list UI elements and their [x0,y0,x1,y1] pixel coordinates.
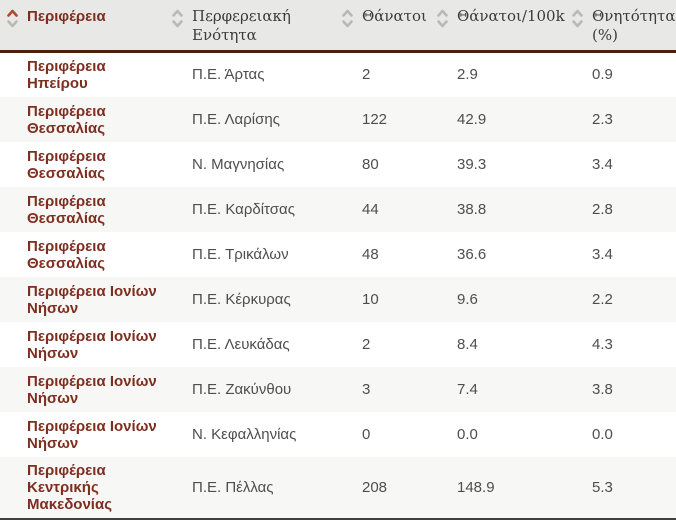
cell-regional-unit: Π.Ε. Ζακύνθου [192,380,292,398]
cell-deaths-per-100k: 8.4 [457,335,478,353]
cell-deaths-per-100k: 36.6 [457,245,487,263]
sort-icon [436,8,449,29]
cell-region: Περιφέρεια Θεσσαλίας [27,237,106,272]
cell-regional-unit: Ν. Κεφαλληνίας [192,425,297,443]
cell-region: Περιφέρεια Θεσσαλίας [27,102,106,137]
table-row: Περιφέρεια Θεσσαλίας Ν. Μαγνησίας 80 39.… [0,142,676,187]
cell-deaths: 10 [362,290,379,308]
cell-deaths: 208 [362,478,388,496]
cell-mortality-pct: 3.4 [592,155,613,173]
cell-mortality-pct: 2.3 [592,110,613,128]
cell-mortality-pct: 3.4 [592,245,613,263]
column-header-label: Περιφέρεια [27,8,106,25]
sort-icon [571,8,584,29]
cell-deaths-per-100k: 148.9 [457,478,495,496]
cell-deaths: 2 [362,66,371,84]
table-row: Περιφέρεια Κεντρικής Μακεδονίας Π.Ε. Πέλ… [0,457,676,519]
cell-region: Περιφέρεια Ιονίων Νήσων [27,417,157,452]
sort-icon [341,8,354,29]
cell-regional-unit: Π.Ε. Λευκάδας [192,335,290,353]
cell-region: Περιφέρεια Θεσσαλίας [27,192,106,227]
cell-deaths: 3 [362,380,371,398]
cell-mortality-pct: 3.8 [592,380,613,398]
cell-regional-unit: Π.Ε. Τρικάλων [192,245,289,263]
cell-deaths: 2 [362,335,371,353]
cell-mortality-pct: 0.9 [592,66,613,84]
cell-mortality-pct: 5.3 [592,478,613,496]
cell-mortality-pct: 4.3 [592,335,613,353]
sort-ascending-icon [6,8,19,29]
table-row: Περιφέρεια Θεσσαλίας Π.Ε. Λαρίσης 122 42… [0,97,676,142]
cell-deaths: 48 [362,245,379,263]
column-header-deaths-per-100k[interactable]: Θάνατοι/100k [430,0,565,53]
table-row: Περιφέρεια Θεσσαλίας Π.Ε. Τρικάλων 48 36… [0,232,676,277]
cell-mortality-pct: 2.2 [592,290,613,308]
cell-region: Περιφέρεια Ηπείρου [27,58,106,92]
cell-regional-unit: Π.Ε. Πέλλας [192,478,274,496]
table-header: Περιφέρεια Περφερειακή Ενότητα [0,0,676,53]
sort-icon [171,8,184,29]
cell-deaths: 122 [362,110,388,128]
table-body: Περιφέρεια Ηπείρου Π.Ε. Άρτας 2 2.9 0.9 … [0,51,676,519]
cell-deaths: 0 [362,425,371,443]
cell-regional-unit: Π.Ε. Λαρίσης [192,110,280,128]
column-header-deaths[interactable]: Θάνατοι [335,0,430,53]
cell-deaths: 44 [362,200,379,218]
cell-mortality-pct: 2.8 [592,200,613,218]
table-row: Περιφέρεια Ιονίων Νήσων Π.Ε. Λευκάδας 2 … [0,322,676,367]
column-header-mortality-pct[interactable]: Θνητότητα (%) [565,0,676,53]
column-header-label: Θάνατοι [362,7,427,25]
cell-regional-unit: Π.Ε. Άρτας [192,66,265,84]
cell-region: Περιφέρεια Ιονίων Νήσων [27,282,157,317]
cell-regional-unit: Ν. Μαγνησίας [192,155,285,173]
table-row: Περιφέρεια Ιονίων Νήσων Π.Ε. Κέρκυρας 10… [0,277,676,322]
cell-region: Περιφέρεια Ιονίων Νήσων [27,372,157,407]
cell-deaths-per-100k: 42.9 [457,110,487,128]
cell-deaths-per-100k: 38.8 [457,200,487,218]
cell-regional-unit: Π.Ε. Κέρκυρας [192,290,291,308]
cell-deaths-per-100k: 2.9 [457,66,478,84]
cell-region: Περιφέρεια Ιονίων Νήσων [27,327,157,362]
cell-mortality-pct: 0.0 [592,425,613,443]
column-header-label: Περφερειακή Ενότητα [192,7,291,44]
column-header-label: Θνητότητα (%) [592,7,676,44]
cell-regional-unit: Π.Ε. Καρδίτσας [192,200,295,218]
column-header-regional-unit[interactable]: Περφερειακή Ενότητα [165,0,335,53]
cell-deaths-per-100k: 0.0 [457,425,478,443]
column-header-label: Θάνατοι/100k [457,7,565,25]
cell-deaths: 80 [362,155,379,173]
table-row: Περιφέρεια Θεσσαλίας Π.Ε. Καρδίτσας 44 3… [0,187,676,232]
cell-deaths-per-100k: 9.6 [457,290,478,308]
table-row: Περιφέρεια Ηπείρου Π.Ε. Άρτας 2 2.9 0.9 [0,51,676,97]
table-row: Περιφέρεια Ιονίων Νήσων Π.Ε. Ζακύνθου 3 … [0,367,676,412]
cell-region: Περιφέρεια Κεντρικής Μακεδονίας [27,462,112,513]
table-row: Περιφέρεια Ιονίων Νήσων Ν. Κεφαλληνίας 0… [0,412,676,457]
header-row: Περιφέρεια Περφερειακή Ενότητα [0,0,676,53]
cell-deaths-per-100k: 39.3 [457,155,487,173]
cell-deaths-per-100k: 7.4 [457,380,478,398]
cell-region: Περιφέρεια Θεσσαλίας [27,147,106,182]
column-header-region[interactable]: Περιφέρεια [0,0,165,53]
